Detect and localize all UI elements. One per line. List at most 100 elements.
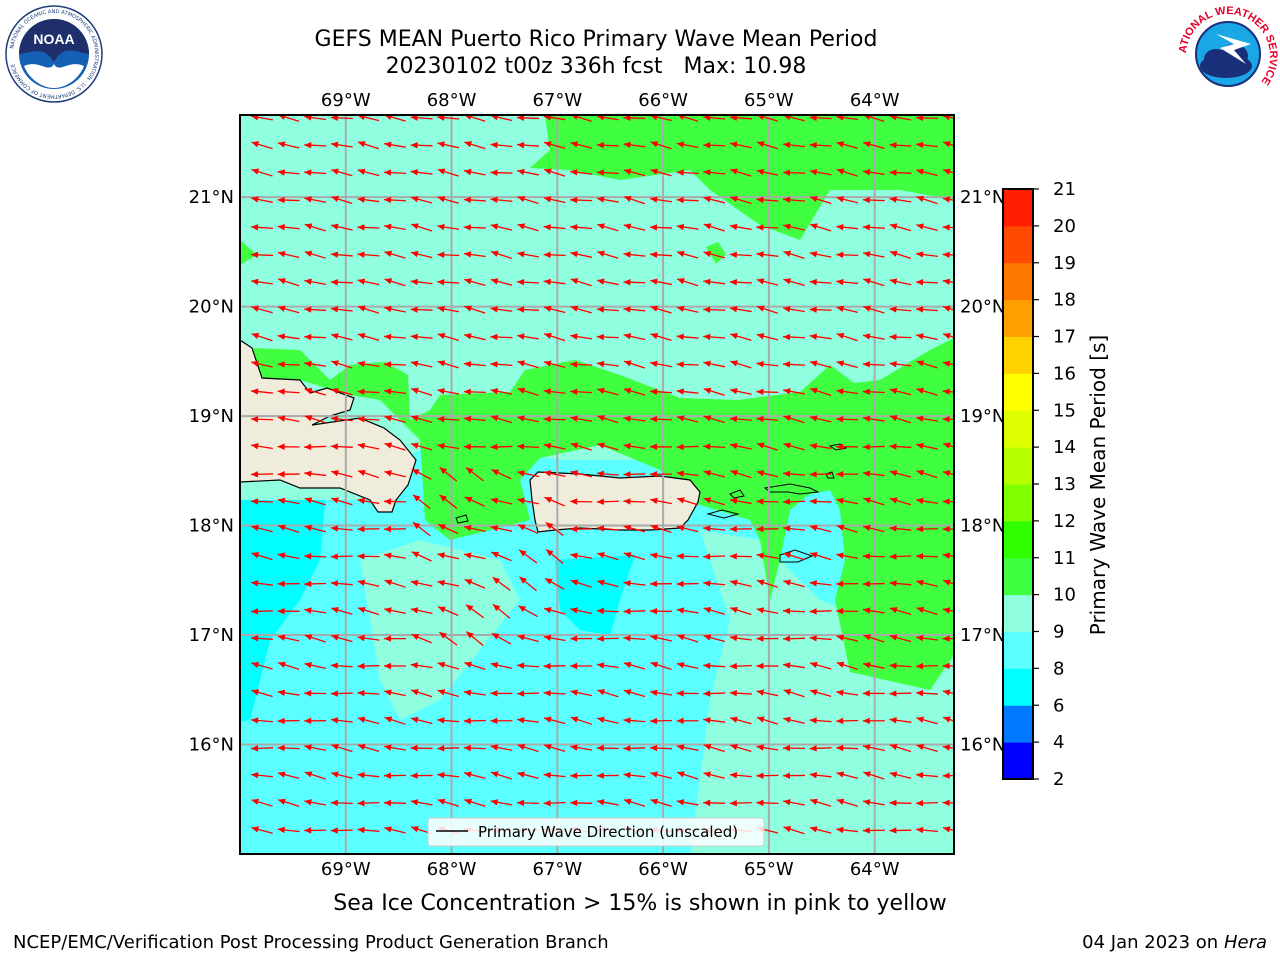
wave-arrow	[277, 798, 300, 807]
wave-arrow	[517, 497, 539, 505]
wave-arrow	[277, 443, 300, 450]
wave-arrow	[889, 141, 912, 149]
wave-arrow	[729, 689, 752, 697]
wave-arrow	[916, 251, 938, 258]
wave-arrow	[570, 552, 593, 559]
wave-arrow	[836, 552, 859, 560]
wave-arrow	[783, 662, 805, 669]
wave-arrow	[809, 443, 832, 450]
period-6-8-region	[555, 555, 635, 635]
wave-arrow	[251, 278, 273, 286]
wave-arrow	[250, 717, 274, 724]
wave-arrow	[383, 169, 407, 176]
lon-label-bottom: 68°W	[427, 859, 477, 880]
wave-arrow	[836, 443, 859, 450]
wave-arrow	[543, 607, 566, 615]
colorbar-swatch	[1003, 520, 1033, 559]
wave-arrow	[384, 716, 406, 725]
wave-arrow	[304, 690, 327, 697]
wave-arrow	[330, 333, 353, 341]
wave-arrow	[410, 196, 433, 204]
colorbar: 2 4 6 8 9 10 11 12 13 14 15 16 17 18 19 20 21	[1002, 179, 1076, 790]
wave-arrow	[809, 552, 832, 561]
wave-arrow	[889, 360, 912, 368]
wave-arrow	[304, 580, 327, 588]
wave-arrow	[756, 333, 779, 341]
wave-arrow	[915, 662, 939, 670]
wave-arrow	[623, 141, 646, 149]
wave-arrow	[889, 115, 912, 121]
wave-arrow	[490, 196, 513, 203]
wave-arrow	[915, 553, 939, 560]
wave-arrow	[491, 468, 512, 480]
wave-arrow	[570, 772, 593, 779]
wave-arrow	[783, 579, 805, 588]
wave-arrow	[809, 798, 832, 807]
wave-arrow	[410, 360, 433, 368]
wave-arrow	[304, 333, 327, 341]
wave-arrow	[597, 689, 619, 698]
wave-arrow	[623, 251, 646, 258]
wave-arrow	[915, 141, 939, 149]
wave-arrow	[304, 387, 326, 396]
lat-label-right: 16°N	[960, 735, 1005, 756]
axis-labels: 69°W 69°W 68°W 68°W 67°W 67°W 66°W 66°W 65°W 65°W…	[189, 90, 1006, 880]
wave-arrow	[490, 141, 513, 149]
wave-arrow	[410, 744, 433, 752]
wave-arrow	[437, 141, 460, 149]
wave-arrow	[836, 661, 858, 670]
wave-arrow	[756, 579, 779, 588]
wave-arrow	[384, 388, 406, 395]
wave-arrow	[889, 333, 912, 341]
wave-arrow	[437, 771, 460, 779]
wave-arrow	[465, 631, 484, 647]
wave-arrow	[357, 469, 380, 479]
wave-arrow	[783, 250, 805, 259]
wave-arrow	[543, 799, 566, 807]
small-cay	[825, 471, 835, 479]
wave-arrow	[251, 141, 273, 150]
wave-arrow	[916, 333, 938, 341]
wave-arrow	[331, 195, 353, 205]
wave-arrow	[623, 745, 646, 752]
wave-arrow	[545, 548, 564, 564]
wave-arrow	[490, 250, 513, 260]
wave-arrow	[330, 223, 353, 231]
wave-arrow	[463, 415, 486, 423]
wave-arrow	[545, 521, 564, 537]
wave-arrow	[490, 333, 513, 341]
wave-arrow	[676, 580, 699, 588]
wave-arrow	[491, 632, 512, 645]
wave-arrow	[782, 141, 806, 149]
wave-arrow	[437, 717, 460, 724]
wave-arrow	[729, 525, 752, 533]
wave-arrow	[357, 826, 380, 834]
wave-arrow	[463, 689, 486, 696]
wave-arrow	[649, 717, 673, 725]
wave-arrow	[410, 223, 433, 232]
wave-arrow	[357, 442, 380, 450]
wave-arrow	[490, 771, 513, 780]
wave-arrow	[250, 745, 274, 752]
wave-arrow	[304, 360, 327, 368]
wave-arrow	[463, 224, 486, 231]
wave-arrow	[836, 388, 859, 395]
lon-label-top: 64°W	[850, 90, 900, 111]
wave-arrow	[756, 442, 779, 451]
wave-arrow	[729, 634, 752, 642]
wave-arrow	[650, 798, 672, 807]
wave-arrow	[809, 471, 832, 478]
wave-arrow	[543, 196, 566, 204]
wave-arrow	[889, 799, 912, 807]
vieques-island	[706, 509, 740, 519]
wave-arrow	[304, 553, 327, 560]
wave-arrow	[836, 278, 859, 286]
wave-arrow	[437, 305, 460, 313]
wave-arrow	[543, 743, 566, 752]
wave-arrow	[889, 553, 912, 560]
wave-arrow	[596, 607, 619, 615]
wave-arrow	[596, 306, 619, 313]
wave-arrow	[437, 332, 459, 342]
wave-arrow	[383, 635, 407, 642]
